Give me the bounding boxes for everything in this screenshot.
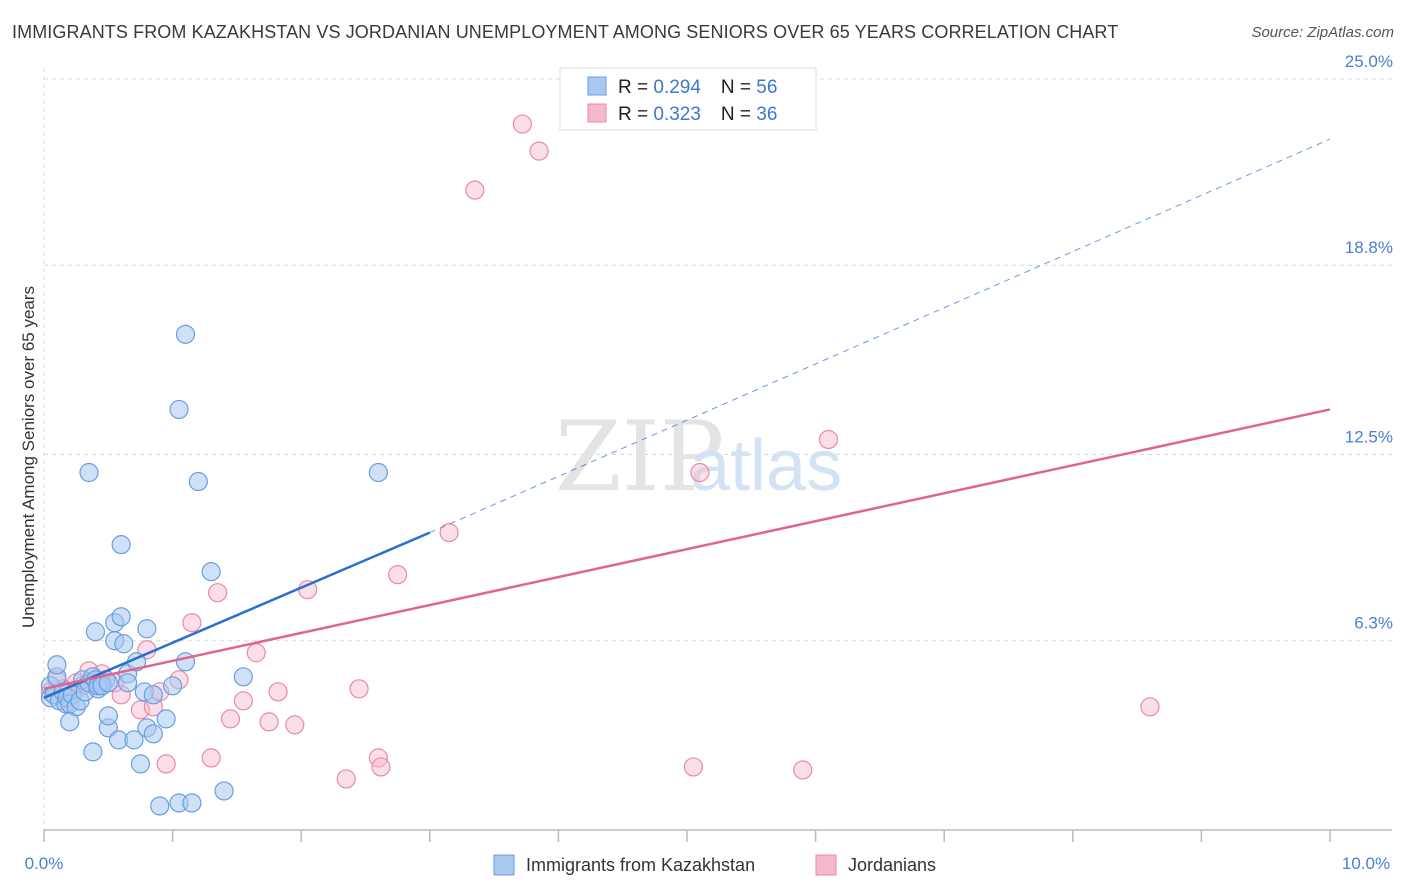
y-tick-label: 12.5% <box>1345 428 1393 447</box>
data-point-kazakhstan <box>156 709 176 729</box>
data-point-kazakhstan <box>150 796 170 816</box>
legend-swatch-jordanians <box>587 103 607 123</box>
series-kazakhstan <box>40 324 388 816</box>
data-point-jordanians <box>336 769 356 789</box>
legend-swatch-kazakhstan <box>587 76 607 96</box>
data-point-kazakhstan <box>60 712 80 732</box>
data-point-kazakhstan <box>83 742 103 762</box>
data-point-jordanians <box>1140 697 1160 717</box>
data-point-kazakhstan <box>143 724 163 744</box>
data-point-kazakhstan <box>124 730 144 750</box>
legend-n-label-jordanians: N = <box>721 104 756 125</box>
trend-lines <box>43 138 1331 699</box>
data-point-jordanians <box>246 643 266 663</box>
y-tick-label: 6.3% <box>1354 614 1393 633</box>
data-point-jordanians <box>683 757 704 777</box>
data-point-kazakhstan <box>47 655 67 675</box>
legend-entry-jordanians: R = 0.323 N = 36 <box>618 104 777 125</box>
legend-entry-kazakhstan: R = 0.294 N = 56 <box>618 77 777 98</box>
data-point-jordanians <box>371 757 391 777</box>
y-tick-label: 25.0% <box>1345 52 1393 71</box>
legend-n-value-kazakhstan: 56 <box>756 77 777 98</box>
data-point-kazakhstan <box>214 781 234 801</box>
data-point-jordanians <box>529 141 549 161</box>
data-point-jordanians <box>388 565 408 585</box>
legend-r-value-jordanians: 0.323 <box>653 104 701 125</box>
legend-r-value-kazakhstan: 0.294 <box>653 77 701 98</box>
data-point-jordanians <box>690 462 710 483</box>
data-point-jordanians <box>201 748 221 768</box>
x-tick-labels: 0.0% 10.0% <box>25 854 1390 873</box>
data-point-kazakhstan <box>79 462 99 483</box>
legend-box: R = 0.294 N = 56 R = 0.323 N = 36 <box>559 67 817 131</box>
data-point-jordanians <box>465 180 485 200</box>
legend-r-label-jordanians: R = <box>618 104 653 125</box>
data-point-jordanians <box>349 679 369 699</box>
x-tick-label-min: 0.0% <box>25 854 64 873</box>
data-point-kazakhstan <box>201 562 221 582</box>
x-tick-label-max: 10.0% <box>1342 854 1390 873</box>
data-point-kazakhstan <box>117 673 138 693</box>
data-point-kazakhstan <box>130 754 151 774</box>
data-point-jordanians <box>182 613 202 633</box>
data-point-jordanians <box>233 691 253 711</box>
series-jordanians <box>40 114 1160 789</box>
trend-line-kazakhstan <box>43 531 431 699</box>
data-point-kazakhstan <box>233 667 253 687</box>
bottom-legend-label-jordanians: Jordanians <box>848 855 936 875</box>
bottom-legend-swatch-jordanians <box>815 854 837 876</box>
bottom-legend-swatch-kazakhstan <box>493 854 515 876</box>
source-credit: Source: ZipAtlas.com <box>1251 24 1394 41</box>
data-point-kazakhstan <box>182 793 202 813</box>
data-point-jordanians <box>156 754 176 774</box>
data-point-jordanians <box>818 429 839 450</box>
y-axis-title: Unemployment Among Seniors over 65 years <box>19 286 38 628</box>
data-point-jordanians <box>220 709 241 729</box>
data-point-kazakhstan <box>111 535 131 555</box>
bottom-legend-label-kazakhstan: Immigrants from Kazakhstan <box>526 855 755 875</box>
data-point-kazakhstan <box>98 706 118 726</box>
y-tick-label: 18.8% <box>1345 238 1393 257</box>
data-point-kazakhstan <box>188 471 208 492</box>
watermark-atlas: atlas <box>690 426 842 506</box>
data-point-jordanians <box>268 682 288 702</box>
data-point-kazakhstan <box>368 462 388 483</box>
data-point-jordanians <box>208 583 228 603</box>
watermark: ZIP atlas <box>555 401 842 513</box>
data-point-kazakhstan <box>169 399 189 420</box>
y-tick-labels: 6.3% 12.5% 18.8% 25.0% <box>1345 52 1393 633</box>
data-point-kazakhstan <box>137 619 157 639</box>
data-point-kazakhstan <box>143 685 163 705</box>
data-point-jordanians <box>259 712 279 732</box>
legend-n-value-jordanians: 36 <box>756 104 777 125</box>
data-point-kazakhstan <box>114 634 134 654</box>
data-point-jordanians <box>439 523 459 543</box>
bottom-legend: Immigrants from Kazakhstan Jordanians <box>493 854 936 876</box>
watermark-zip: ZIP <box>555 401 724 513</box>
chart-title: IMMIGRANTS FROM KAZAKHSTAN VS JORDANIAN … <box>12 22 1119 42</box>
data-point-jordanians <box>793 760 813 780</box>
data-point-jordanians <box>512 114 532 134</box>
data-point-kazakhstan <box>111 607 131 627</box>
legend-n-label-kazakhstan: N = <box>721 77 756 98</box>
trend-line-jordanians <box>43 408 1331 691</box>
data-point-kazakhstan <box>163 676 183 696</box>
legend-r-label-kazakhstan: R = <box>618 77 653 98</box>
trend-line-kazakhstan-extension <box>429 138 1331 534</box>
data-point-jordanians <box>285 715 305 735</box>
data-point-kazakhstan <box>85 622 106 642</box>
data-point-kazakhstan <box>175 324 196 344</box>
